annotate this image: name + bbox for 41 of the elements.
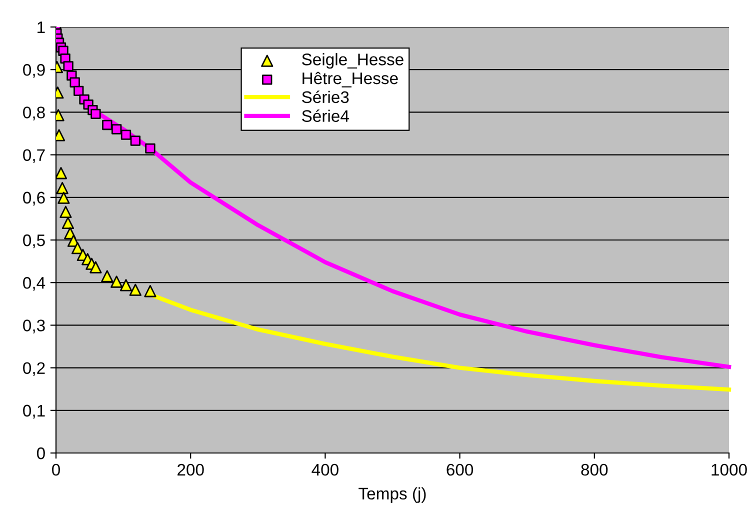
- point: [144, 285, 156, 298]
- point: [74, 86, 84, 96]
- x-tick-label: 1000: [712, 464, 747, 476]
- point: [60, 206, 72, 218]
- point: [130, 136, 140, 146]
- point: [129, 284, 142, 296]
- legend-label: Série3: [302, 90, 349, 104]
- point: [56, 182, 68, 194]
- x-tick-label: 600: [446, 464, 474, 476]
- x-axis-title: Temps (j): [358, 487, 426, 503]
- point: [63, 61, 74, 72]
- y-tick-label: 0,4: [23, 277, 46, 291]
- x-tick-label: 0: [52, 464, 60, 476]
- point: [102, 120, 112, 130]
- y-tick-label: 0,9: [23, 64, 45, 78]
- y-tick-label: 1: [38, 22, 45, 34]
- y-tick-label: 0,8: [23, 106, 45, 120]
- point: [145, 143, 156, 154]
- y-tick-label: 0: [36, 447, 45, 460]
- y-tick-label: 0,5: [23, 234, 45, 248]
- point: [101, 270, 114, 282]
- legend-label: Seigle_Hesse: [302, 53, 404, 69]
- x-tick-label: 400: [312, 464, 338, 476]
- point: [62, 216, 74, 230]
- point: [120, 130, 132, 140]
- point: [120, 279, 132, 292]
- point: [58, 192, 70, 204]
- point: [56, 167, 68, 180]
- x-tick-label: 800: [581, 464, 608, 476]
- x-tick-label: 200: [178, 464, 204, 476]
- legend-label: Série4: [302, 110, 349, 122]
- point: [90, 108, 101, 119]
- y-tick-label: 0,7: [23, 149, 45, 163]
- y-tick-label: 0,6: [23, 192, 45, 206]
- y-tick-label: 0,3: [23, 320, 45, 334]
- point: [110, 276, 123, 288]
- y-tick-label: 0,2: [23, 362, 45, 376]
- point: [90, 261, 102, 274]
- point: [111, 124, 122, 134]
- y-tick-label: 0,1: [23, 404, 45, 419]
- legend-label: Hêtre_Hesse: [302, 72, 398, 88]
